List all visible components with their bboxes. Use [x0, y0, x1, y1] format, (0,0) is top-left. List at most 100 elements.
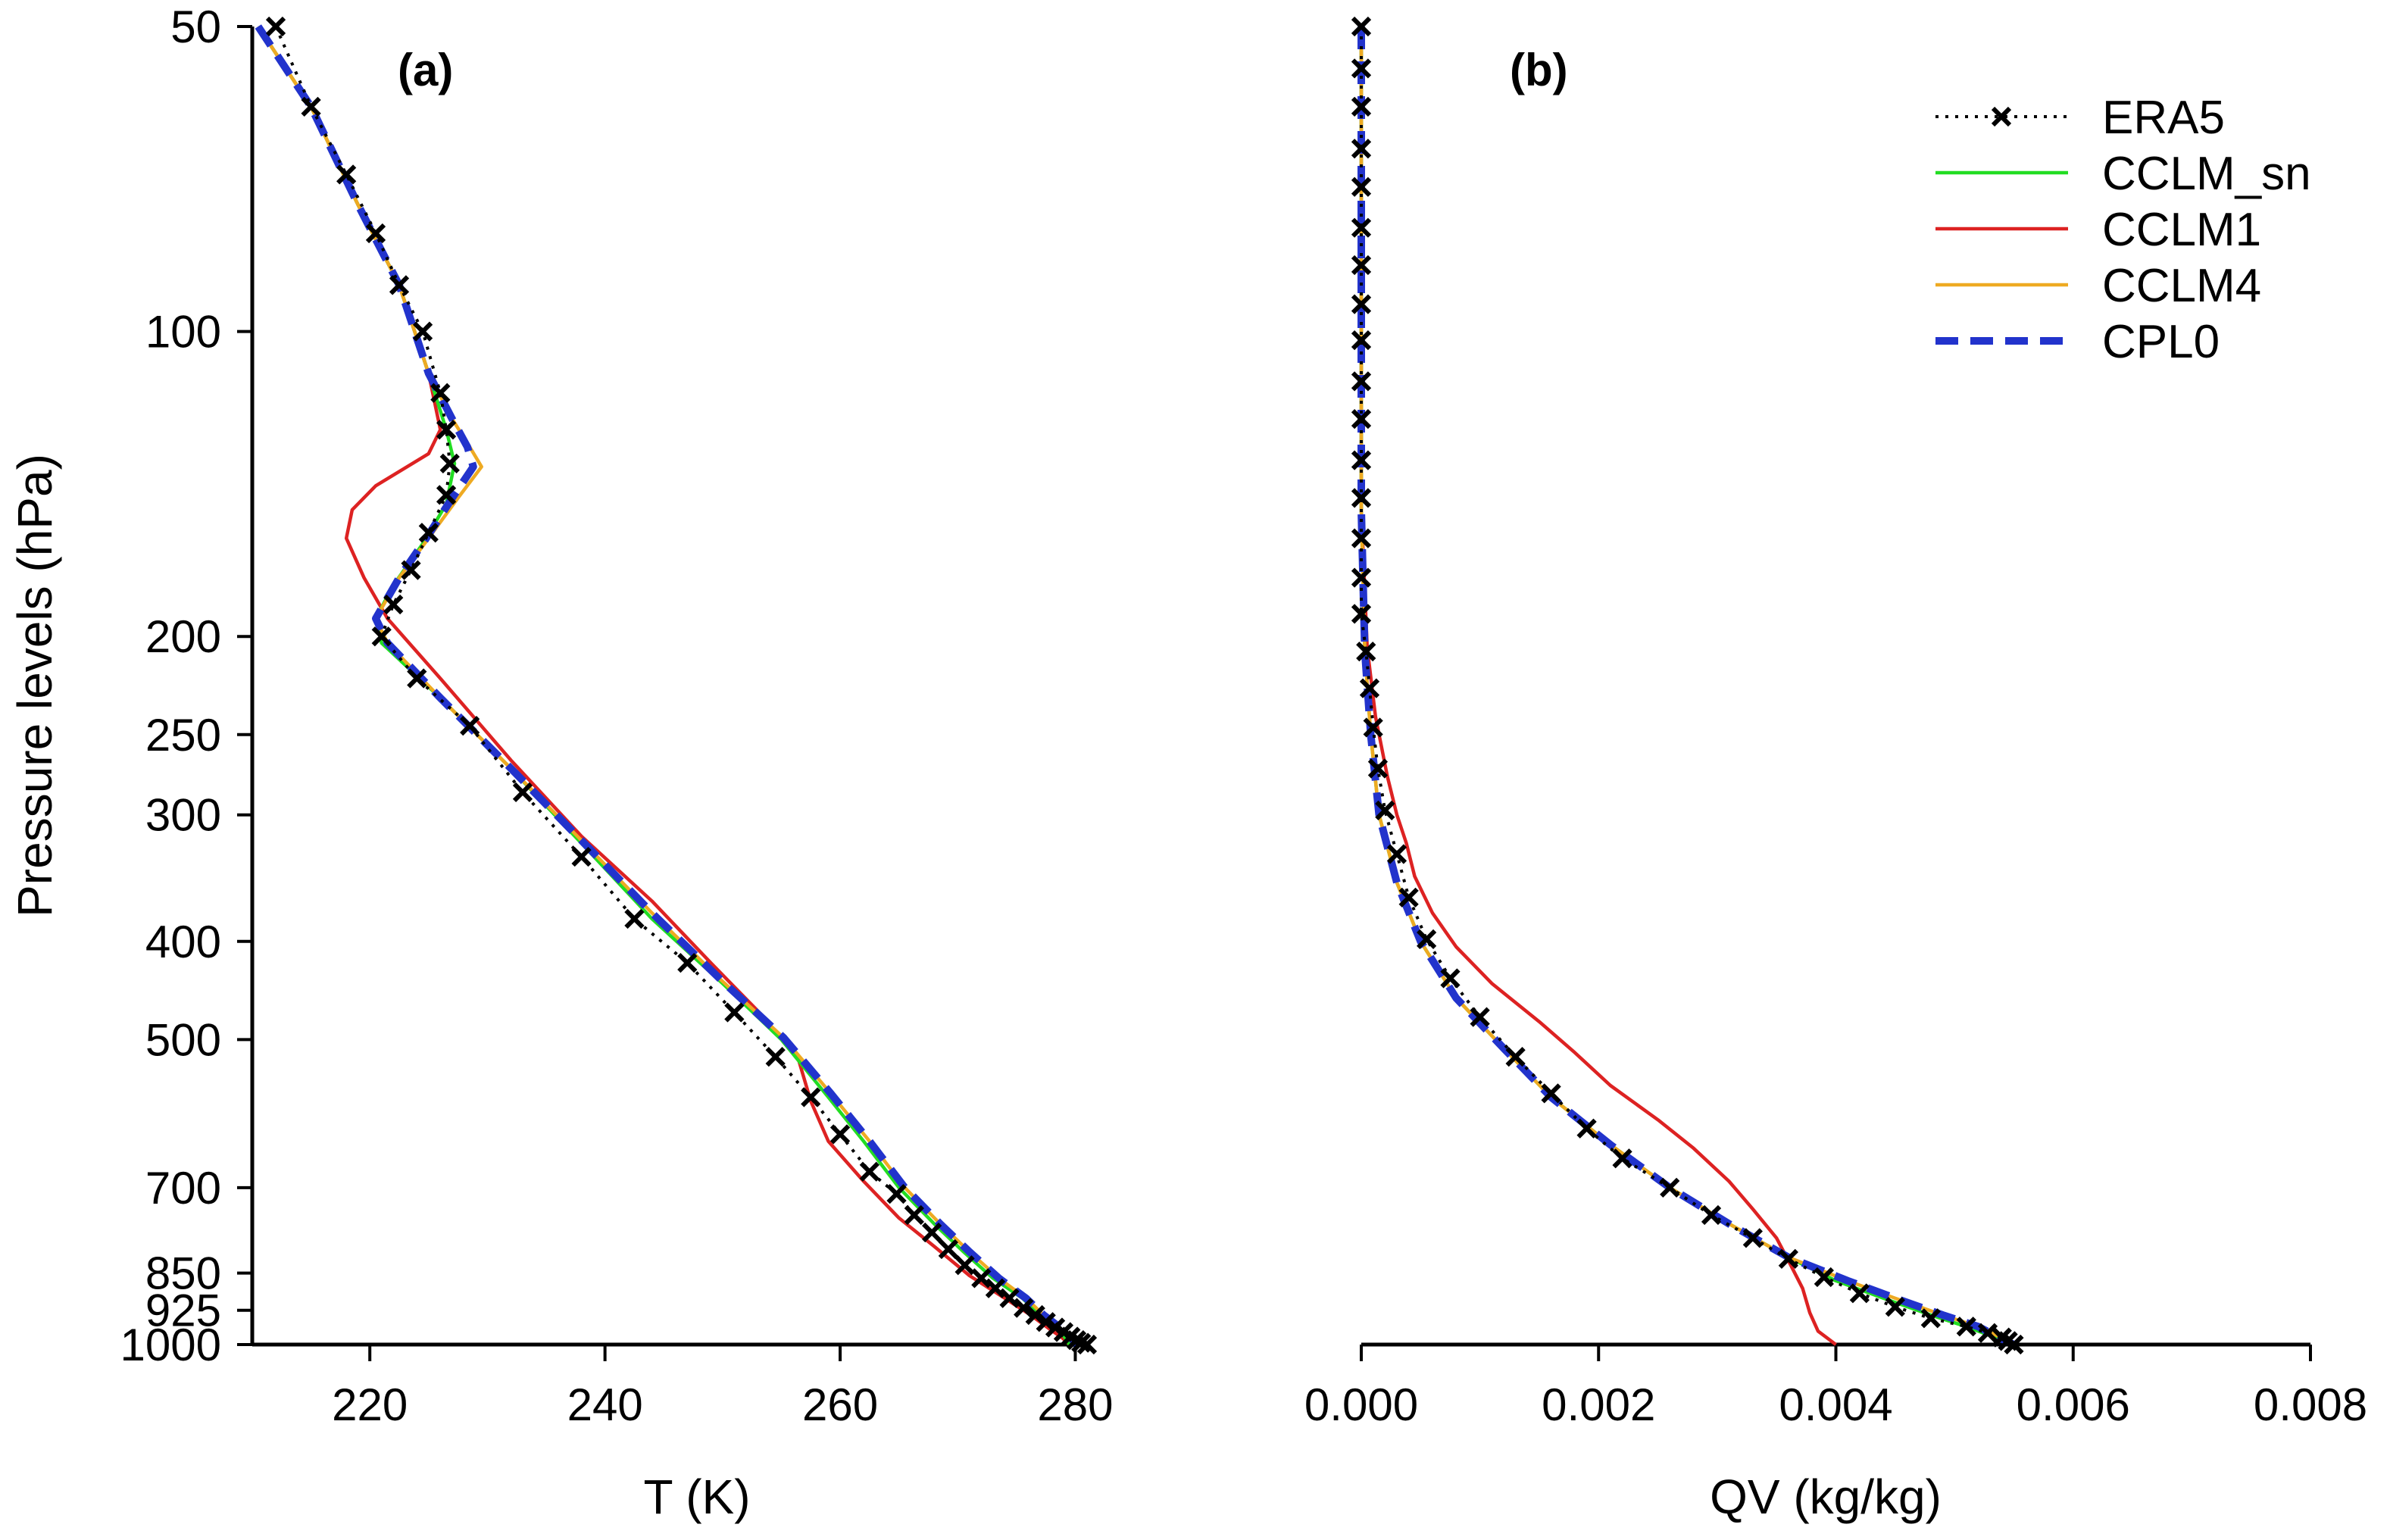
series-humidity — [1351, 16, 2024, 1355]
era5-marker-humidity-1 — [1351, 58, 1372, 79]
era5-marker-temperature-26 — [904, 1204, 924, 1226]
era5-marker-temperature-22 — [801, 1087, 821, 1107]
era5-marker-humidity-39 — [1977, 1323, 1998, 1343]
y-tick-label-500: 500 — [145, 1014, 221, 1065]
y-tick-label-100: 100 — [145, 307, 221, 358]
legend: ERA5 CCLM_sn CCLM1 CCLM4 CPL0 — [1935, 92, 2311, 368]
era5-marker-humidity-20 — [1375, 800, 1395, 820]
era5-marker-humidity-22 — [1398, 887, 1419, 907]
x-tick-label-humidity-0.000: 0.000 — [1304, 1379, 1418, 1430]
era5-marker-humidity-23 — [1417, 929, 1437, 950]
legend-entry-cclm4: CCLM4 — [1935, 260, 2261, 312]
era5-marker-humidity-11 — [1351, 450, 1372, 470]
panel-a-label: (a) — [398, 45, 453, 95]
era5-marker-humidity-33 — [1778, 1248, 1798, 1269]
era5-marker-temperature-17 — [571, 846, 592, 867]
series-line-era5-humidity — [1360, 27, 2015, 1346]
era5-marker-humidity-28 — [1576, 1118, 1597, 1139]
y-tick-label-50: 50 — [170, 2, 221, 52]
era5-marker-temperature-11 — [401, 560, 421, 580]
era5-marker-humidity-24 — [1440, 968, 1461, 989]
x-tick-label-humidity-0.008: 0.008 — [2254, 1379, 2367, 1430]
era5-marker-temperature-2 — [336, 164, 357, 185]
x-axis-temperature: 220 240 260 280 — [252, 1342, 1114, 1430]
series-line-era5-temperature — [274, 26, 1088, 1346]
era5-marker-temperature-33 — [1014, 1298, 1034, 1318]
era5-marker-humidity-31 — [1701, 1204, 1722, 1226]
era5-marker-humidity-4 — [1351, 176, 1372, 197]
era5-marker-humidity-38 — [1956, 1317, 1976, 1337]
era5-marker-temperature-7 — [436, 420, 457, 440]
legend-label-era5: ERA5 — [2102, 92, 2225, 144]
era5-marker-humidity-9 — [1351, 371, 1372, 392]
era5-marker-temperature-16 — [512, 782, 533, 803]
legend-marker-era5 — [1991, 106, 2012, 127]
era5-marker-humidity-16 — [1356, 642, 1376, 662]
legend-entry-cclm-sn: CCLM_sn — [1935, 148, 2311, 200]
x-tick-label-humidity-0.006: 0.006 — [2017, 1379, 2130, 1430]
era5-marker-humidity-30 — [1660, 1177, 1680, 1198]
era5-marker-temperature-23 — [829, 1124, 851, 1145]
era5-marker-temperature-41 — [1076, 1334, 1098, 1355]
era5-marker-temperature-29 — [954, 1255, 975, 1276]
era5-marker-temperature-19 — [677, 953, 698, 973]
x-tick-label-humidity-0.002: 0.002 — [1542, 1379, 1655, 1430]
legend-swatch-era5 — [1935, 106, 2068, 127]
era5-marker-temperature-12 — [383, 594, 404, 615]
series-line-cclm4-humidity — [1359, 27, 2015, 1346]
era5-marker-humidity-17 — [1359, 678, 1380, 698]
era5-marker-temperature-0 — [265, 16, 286, 37]
era5-marker-humidity-32 — [1742, 1228, 1763, 1248]
era5-marker-temperature-28 — [938, 1239, 958, 1260]
era5-marker-temperature-18 — [624, 908, 645, 929]
legend-label-cclm-sn: CCLM_sn — [2102, 148, 2311, 200]
era5-marker-humidity-37 — [1920, 1308, 1941, 1329]
era5-marker-humidity-14 — [1351, 567, 1372, 588]
legend-label-cclm1: CCLM1 — [2102, 204, 2261, 256]
series-line-cclm4-temperature — [256, 25, 1077, 1346]
era5-marker-humidity-26 — [1505, 1047, 1526, 1067]
legend-label-cpl0: CPL0 — [2102, 316, 2220, 368]
era5-marker-temperature-1 — [301, 96, 321, 117]
era5-marker-humidity-12 — [1351, 488, 1372, 508]
x-axis-humidity: 0.000 0.002 0.004 0.006 0.008 — [1304, 1342, 2367, 1430]
legend-label-cclm4: CCLM4 — [2102, 260, 2261, 312]
era5-marker-humidity-5 — [1351, 217, 1372, 238]
era5-marker-temperature-9 — [436, 485, 457, 505]
era5-marker-temperature-13 — [371, 626, 392, 647]
legend-entry-era5: ERA5 — [1935, 92, 2225, 144]
era5-marker-temperature-6 — [430, 383, 451, 403]
era5-marker-temperature-25 — [886, 1183, 907, 1204]
era5-marker-temperature-21 — [765, 1047, 786, 1067]
x-tick-label-temperature-260: 260 — [802, 1379, 878, 1430]
x-tick-label-temperature-280: 280 — [1037, 1379, 1113, 1430]
era5-marker-humidity-10 — [1351, 408, 1372, 430]
era5-marker-humidity-21 — [1386, 844, 1407, 864]
y-tick-label-700: 700 — [145, 1163, 221, 1214]
y-tick-label-925: 925 — [145, 1285, 221, 1336]
era5-marker-temperature-14 — [407, 668, 427, 689]
era5-marker-humidity-35 — [1849, 1283, 1870, 1304]
x-tick-label-temperature-220: 220 — [332, 1379, 408, 1430]
series-line-cclm1-humidity — [1359, 27, 1837, 1346]
era5-marker-humidity-18 — [1363, 717, 1383, 738]
era5-marker-humidity-19 — [1367, 758, 1389, 779]
x-tick-label-humidity-0.004: 0.004 — [1779, 1379, 1892, 1430]
era5-marker-temperature-31 — [985, 1278, 1006, 1298]
panel-a: (a) 220 240 260 280 T (K) — [252, 16, 1114, 1524]
y-axis-title: Pressure levels (hPa) — [8, 454, 62, 917]
era5-marker-temperature-5 — [412, 321, 433, 342]
era5-marker-temperature-24 — [859, 1161, 879, 1182]
y-tick-label-300: 300 — [145, 790, 221, 841]
era5-marker-temperature-40 — [1071, 1332, 1092, 1353]
era5-marker-humidity-25 — [1470, 1007, 1490, 1027]
era5-marker-temperature-3 — [365, 223, 386, 244]
x-axis-title-humidity: QV (kg/kg) — [1710, 1470, 1942, 1524]
era5-marker-humidity-36 — [1885, 1297, 1905, 1317]
era5-marker-temperature-30 — [971, 1268, 992, 1289]
series-line-cpl0-temperature — [255, 24, 1079, 1348]
era5-marker-humidity-7 — [1351, 294, 1372, 314]
era5-marker-humidity-8 — [1351, 330, 1372, 351]
